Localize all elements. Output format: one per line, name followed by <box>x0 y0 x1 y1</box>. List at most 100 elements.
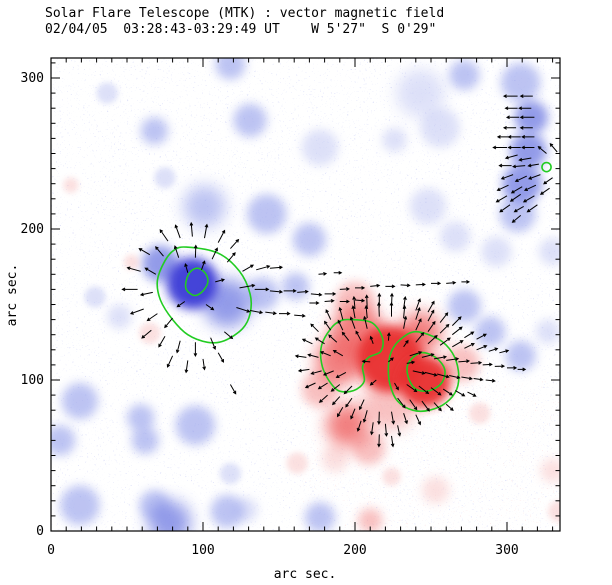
field-vector-arrow <box>324 320 332 331</box>
field-vector-arrow <box>445 403 454 412</box>
field-vector-arrow <box>309 301 320 305</box>
field-vector-arrow <box>269 265 284 270</box>
field-vector-arrow <box>164 317 173 329</box>
field-vector-arrow <box>526 204 538 213</box>
field-blob-negative <box>535 319 560 344</box>
field-vector-arrow <box>354 298 366 303</box>
y-tick-label: 0 <box>36 524 44 539</box>
field-vector-arrow <box>464 331 475 339</box>
field-vector-arrow <box>415 298 421 311</box>
field-contour <box>319 318 384 393</box>
field-vector-arrow <box>319 351 331 357</box>
field-vector-arrow <box>256 265 271 271</box>
field-vector-arrow <box>523 184 537 191</box>
field-vector-arrow <box>499 204 511 213</box>
field-vector-arrow <box>409 351 423 357</box>
field-vector-arrow <box>446 357 460 361</box>
field-vector-arrow <box>339 287 350 291</box>
field-vector-arrow <box>254 287 270 292</box>
field-blob-positive <box>382 467 401 486</box>
field-blob-negative <box>166 257 219 310</box>
field-vector-arrow <box>361 359 371 364</box>
field-vector-arrow <box>386 332 391 341</box>
field-vector-arrow <box>336 406 344 418</box>
field-blob-negative <box>175 405 216 446</box>
field-vector-arrow <box>502 125 517 130</box>
field-vector-arrow <box>377 434 381 448</box>
field-blob-negative <box>510 132 547 169</box>
field-vector-arrow <box>403 339 409 348</box>
field-vector-arrow <box>488 347 499 352</box>
x-axis-label: arc sec. <box>274 567 337 582</box>
field-vector-arrow <box>496 184 509 191</box>
y-tick-label: 200 <box>21 222 44 237</box>
field-blob-negative <box>60 485 100 526</box>
field-blob-negative <box>233 103 267 137</box>
field-vector-arrow <box>502 94 518 99</box>
field-vector-arrow <box>173 245 180 258</box>
field-vector-arrow <box>324 299 335 303</box>
field-vector-arrow <box>539 187 550 195</box>
field-vector-arrow <box>229 384 237 395</box>
field-vector-arrow <box>476 345 488 351</box>
field-blob-negative <box>215 58 246 80</box>
field-blob-negative <box>84 286 106 308</box>
field-blob-negative <box>140 117 169 145</box>
field-vector-arrow <box>350 408 356 420</box>
field-vector-arrow <box>519 115 535 120</box>
field-vector-arrow <box>201 260 206 270</box>
field-vector-arrow <box>377 411 381 425</box>
field-vector-arrow <box>146 313 158 322</box>
field-vector-arrow <box>446 280 457 285</box>
field-blob-negative <box>219 463 241 485</box>
field-vector-arrow <box>511 215 522 223</box>
field-vector-arrow <box>451 326 463 336</box>
field-blob-negative <box>210 494 244 529</box>
field-vector-arrow <box>294 354 307 359</box>
field-vector-arrow <box>205 304 215 311</box>
field-vector-arrow <box>510 186 523 194</box>
vector-arrow-layer <box>121 94 558 448</box>
field-vector-arrow <box>358 399 365 411</box>
field-blob-negative <box>502 163 542 204</box>
field-vector-arrow <box>528 174 541 180</box>
field-blob-negative <box>409 188 447 225</box>
field-vector-arrow <box>331 396 341 406</box>
field-vector-arrow <box>482 362 493 367</box>
field-contour-layer <box>156 161 552 413</box>
field-vector-arrow <box>507 145 521 150</box>
y-tick-label: 100 <box>21 373 44 388</box>
field-vector-arrow <box>424 371 438 377</box>
field-vector-arrow <box>461 279 471 284</box>
field-vector-arrow <box>174 224 181 239</box>
field-vector-arrow <box>322 370 334 376</box>
y-tick-label: 300 <box>21 71 44 86</box>
field-vector-arrow <box>223 331 234 340</box>
field-blob-negative <box>131 426 159 455</box>
field-vector-arrow <box>415 414 421 426</box>
field-blob-negative <box>148 500 191 531</box>
field-vector-arrow <box>335 371 347 378</box>
field-vector-arrow <box>265 311 277 316</box>
field-vector-arrow <box>549 142 558 153</box>
field-vector-arrow <box>421 353 435 358</box>
field-vector-arrow <box>363 315 368 329</box>
field-blob-positive <box>548 500 560 522</box>
field-blob-negative <box>447 289 482 323</box>
field-vector-arrow <box>310 292 323 297</box>
field-blob-negative <box>292 222 327 257</box>
field-vector-arrow <box>513 205 524 213</box>
field-vector-arrow <box>439 337 451 346</box>
field-vector-arrow <box>217 352 225 363</box>
field-vector-arrow <box>476 333 487 340</box>
field-vector-arrow <box>226 252 236 263</box>
field-vector-arrow <box>184 262 189 273</box>
field-vector-arrow <box>230 238 240 249</box>
field-contour <box>387 330 460 413</box>
field-vector-arrow <box>397 425 402 437</box>
title-block: Solar Flare Telescope (MTK) : vector mag… <box>45 6 444 38</box>
field-vector-arrow <box>189 221 194 237</box>
field-vector-arrow <box>500 174 514 180</box>
field-vector-arrow <box>496 135 509 139</box>
